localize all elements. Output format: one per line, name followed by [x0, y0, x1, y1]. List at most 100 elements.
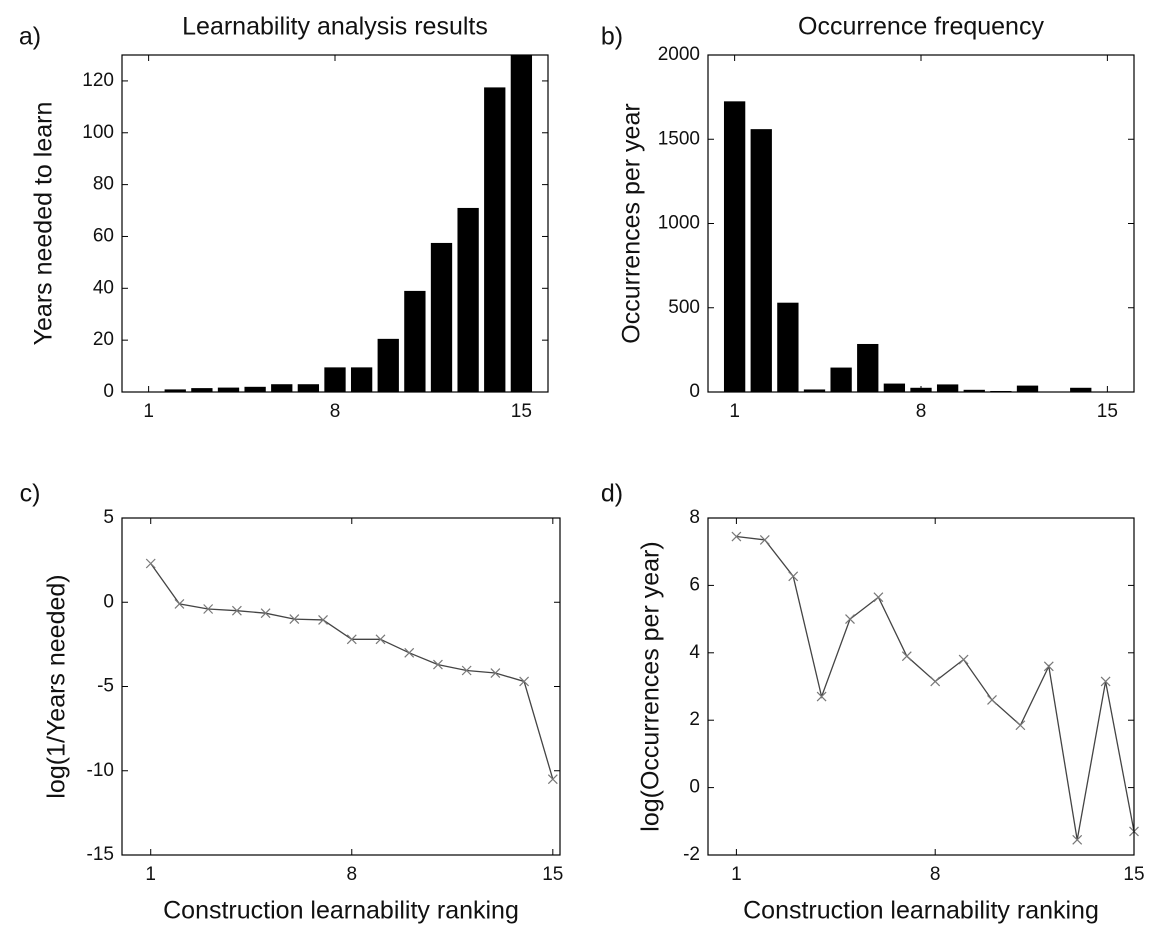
bar — [377, 338, 399, 392]
y-tick-label: -2 — [683, 844, 700, 865]
x-tick-label: 15 — [542, 864, 563, 885]
x-tick-label: 1 — [143, 401, 154, 422]
axes-box — [121, 517, 561, 856]
bar — [350, 367, 373, 392]
bar — [803, 389, 826, 392]
bar — [857, 343, 879, 392]
panel-label: d) — [601, 480, 623, 508]
y-tick-label: -10 — [87, 760, 114, 781]
bar — [484, 87, 506, 393]
y-tick-label: 1500 — [658, 128, 700, 149]
y-axis-label: log(1/Years needed) — [43, 574, 71, 798]
bar — [297, 384, 320, 392]
panel-label: a) — [19, 23, 41, 51]
chart-title: Learnability analysis results — [182, 13, 488, 41]
point-marker — [547, 774, 558, 785]
panel-label: c) — [20, 480, 41, 508]
x-tick-label: 15 — [1123, 864, 1144, 885]
point-marker — [958, 654, 969, 665]
axes-box — [707, 54, 1135, 393]
y-tick-label: -5 — [97, 676, 114, 697]
x-tick-label: 8 — [930, 864, 941, 885]
bar — [404, 290, 426, 392]
x-axis-label: Construction learnability ranking — [163, 897, 519, 925]
y-tick-label: 120 — [82, 70, 114, 91]
point-marker — [346, 634, 357, 645]
y-axis-label: log(Occurrences per year) — [637, 541, 665, 831]
y-axis-label: Occurrences per year — [618, 103, 646, 343]
bar — [830, 367, 852, 392]
bar — [191, 388, 213, 392]
y-tick-label: 0 — [689, 381, 700, 402]
point-marker — [1015, 720, 1026, 731]
bar — [164, 389, 186, 392]
x-tick-label: 8 — [916, 401, 927, 422]
y-tick-label: 0 — [689, 777, 700, 798]
point-marker — [260, 608, 271, 619]
x-tick-label: 1 — [729, 401, 740, 422]
point-marker — [816, 691, 827, 702]
point-marker — [318, 615, 328, 625]
point-marker — [731, 531, 742, 542]
y-tick-label: 8 — [689, 507, 700, 528]
y-tick-label: 2000 — [658, 44, 700, 65]
bar — [723, 101, 746, 393]
bar — [457, 207, 479, 392]
x-tick-label: 8 — [330, 401, 341, 422]
panel-label: b) — [601, 23, 623, 51]
y-tick-label: 6 — [689, 574, 700, 595]
point-marker — [174, 599, 185, 609]
x-axis-label: Construction learnability ranking — [743, 897, 1099, 925]
bar — [430, 242, 453, 392]
axes-box — [707, 517, 1135, 856]
y-tick-label: 80 — [93, 174, 114, 195]
point-marker — [289, 614, 300, 625]
bar — [244, 386, 266, 392]
point-marker — [759, 534, 770, 545]
y-tick-label: 60 — [93, 225, 114, 246]
x-tick-label: 8 — [346, 864, 357, 885]
bar — [883, 383, 906, 392]
point-marker — [873, 592, 884, 603]
bar — [271, 384, 293, 392]
point-marker — [145, 558, 156, 569]
point-marker — [490, 668, 501, 678]
y-tick-label: 2 — [689, 709, 700, 730]
x-tick-label: 1 — [145, 864, 156, 885]
point-marker — [203, 604, 214, 614]
y-tick-label: 0 — [103, 381, 114, 402]
chart-title: Occurrence frequency — [798, 13, 1044, 41]
x-tick-label: 1 — [731, 864, 742, 885]
x-tick-label: 15 — [1097, 401, 1118, 422]
point-marker — [404, 647, 415, 658]
y-tick-label: 100 — [82, 122, 114, 143]
point-marker — [788, 571, 799, 582]
y-tick-label: -15 — [87, 844, 114, 865]
point-marker — [519, 676, 530, 687]
bar — [1016, 385, 1039, 392]
y-tick-label: 20 — [93, 329, 114, 350]
point-marker — [1043, 661, 1054, 672]
x-tick-label: 15 — [511, 401, 532, 422]
bar — [324, 367, 346, 392]
point-marker — [375, 634, 386, 645]
point-marker — [930, 676, 941, 687]
y-axis-label: Years needed to learn — [30, 102, 58, 346]
y-tick-label: 500 — [668, 297, 700, 318]
point-marker — [845, 614, 855, 625]
y-tick-label: 0 — [103, 591, 114, 612]
point-marker — [433, 659, 443, 670]
point-marker — [1072, 834, 1083, 845]
bar — [936, 384, 959, 392]
y-tick-label: 5 — [103, 507, 114, 528]
point-marker — [231, 605, 242, 616]
bar — [963, 389, 985, 392]
y-tick-label: 1000 — [658, 213, 700, 234]
point-marker — [987, 695, 997, 705]
bar — [1070, 387, 1092, 392]
point-marker — [901, 651, 912, 662]
point-marker — [1100, 676, 1111, 687]
line — [150, 563, 554, 780]
line — [736, 535, 1135, 840]
